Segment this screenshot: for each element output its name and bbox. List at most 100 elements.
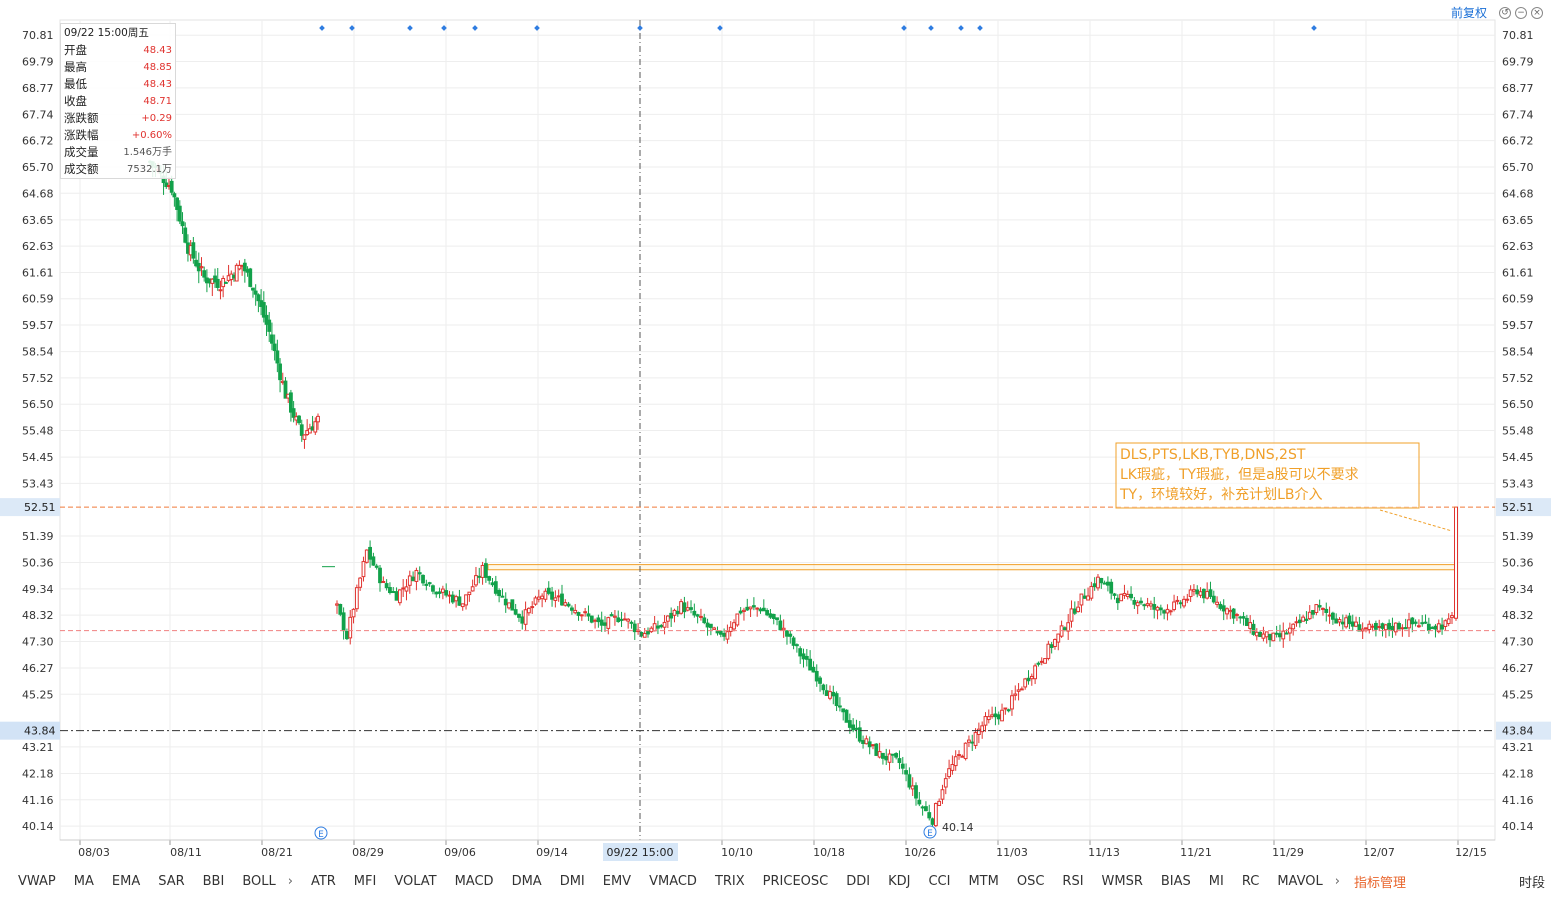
y-tick-label-left: 51.39: [22, 530, 54, 543]
close-icon[interactable]: ×: [1531, 6, 1543, 19]
candle-body: [937, 800, 942, 806]
candle-body: [1069, 608, 1074, 622]
candle-body: [1099, 577, 1104, 584]
indicator-volat[interactable]: VOLAT: [394, 873, 437, 889]
candle-body: [1321, 607, 1325, 610]
candle-body: [1192, 589, 1196, 592]
candle-body: [986, 716, 991, 721]
candle-body: [1354, 621, 1358, 627]
candle-body: [705, 622, 710, 628]
indicator-manage-button[interactable]: 指标管理: [1353, 875, 1406, 891]
candle-body: [1036, 662, 1041, 665]
earnings-event-icon[interactable]: [314, 826, 328, 840]
x-tick-label: 10/18: [813, 846, 845, 859]
candle-body: [672, 609, 677, 616]
candle-body: [267, 319, 272, 332]
candle-body: [718, 630, 723, 635]
indicator-ema[interactable]: EMA: [111, 873, 141, 889]
indicator-bias[interactable]: BIAS: [1160, 873, 1191, 889]
chevron-right-icon[interactable]: ›: [1334, 873, 1340, 889]
x-tick-label: 09/06: [444, 846, 476, 859]
ohlc-row-change-pct: 涨跌幅 +0.60%: [64, 127, 172, 144]
ohlc-row-low: 最低 48.43: [64, 76, 172, 93]
candle-body: [927, 812, 932, 819]
indicator-macd[interactable]: MACD: [454, 873, 494, 889]
indicator-mi[interactable]: MI: [1208, 873, 1224, 889]
candle-body: [874, 743, 879, 756]
indicator-dmi[interactable]: DMI: [559, 873, 585, 889]
indicator-boll[interactable]: BOLL: [242, 873, 276, 889]
indicator-priceosc[interactable]: PRICEOSC: [762, 873, 829, 889]
adjust-mode-button[interactable]: 前复权: [1450, 6, 1487, 20]
candle-body-last: [1454, 506, 1458, 619]
indicator-vmacd[interactable]: VMACD: [649, 873, 697, 889]
candle-body: [973, 732, 978, 746]
indicator-atr[interactable]: ATR: [310, 873, 336, 889]
indicator-wmsr[interactable]: WMSR: [1101, 873, 1143, 889]
indicator-trix[interactable]: TRIX: [714, 873, 745, 889]
candle-body: [348, 616, 353, 639]
candle-body: [1380, 623, 1385, 629]
candle-body: [1218, 603, 1223, 609]
indicator-emv[interactable]: EMV: [602, 873, 632, 889]
candle-body: [248, 268, 253, 287]
indicator-ma[interactable]: MA: [73, 873, 94, 889]
indicator-sar[interactable]: SAR: [158, 873, 185, 889]
candle-body: [1145, 603, 1150, 606]
y-tick-label-right: 60.59: [1502, 293, 1534, 306]
candle-body: [384, 583, 389, 589]
chevron-right-icon[interactable]: ›: [287, 873, 293, 889]
earnings-event-icon[interactable]: [923, 825, 937, 839]
indicator-rc[interactable]: RC: [1241, 873, 1260, 889]
candle-body: [299, 424, 304, 436]
candles: [148, 159, 1458, 830]
y-tick-label-left: 45.25: [22, 688, 54, 701]
candle-body: [307, 428, 312, 434]
candle-body: [990, 714, 995, 717]
candle-body: [526, 607, 531, 614]
candle-body: [199, 266, 204, 269]
candle-body: [566, 603, 571, 607]
x-tick-label: 12/15: [1455, 846, 1487, 859]
indicator-bbi[interactable]: BBI: [202, 873, 225, 889]
indicator-mtm[interactable]: MTM: [968, 873, 999, 889]
indicator-ddi[interactable]: DDI: [846, 873, 871, 889]
candle-body: [1129, 593, 1133, 599]
candle-body: [871, 744, 875, 747]
indicator-osc[interactable]: OSC: [1016, 873, 1045, 889]
candle-body: [177, 205, 182, 222]
candle-body: [520, 616, 525, 624]
candle-body: [374, 565, 379, 568]
candle-body: [507, 602, 511, 609]
candle-body: [1039, 660, 1044, 663]
candle-body: [1430, 627, 1435, 630]
indicator-mavol[interactable]: MAVOL: [1277, 873, 1323, 889]
indicator-cci[interactable]: CCI: [928, 873, 951, 889]
indicator-rsi[interactable]: RSI: [1062, 873, 1084, 889]
candle-body: [1152, 604, 1157, 610]
candle-body: [1291, 623, 1296, 630]
indicator-mfi[interactable]: MFI: [353, 873, 377, 889]
candle-body: [1155, 606, 1160, 611]
candle-body: [371, 556, 376, 566]
restore-icon[interactable]: ↺: [1499, 6, 1511, 19]
ohlc-label: 收盘: [64, 94, 87, 108]
candle-body: [394, 591, 399, 601]
candle-body: [434, 591, 439, 595]
candle-body: [540, 595, 545, 600]
indicator-vwap[interactable]: VWAP: [18, 873, 56, 889]
minus-icon[interactable]: −: [1515, 6, 1527, 19]
candle-body: [289, 392, 293, 413]
indicator-kdj[interactable]: KDJ: [888, 873, 911, 889]
time-range-button[interactable]: 时段: [1518, 875, 1545, 891]
indicator-dma[interactable]: DMA: [511, 873, 542, 889]
candle-body: [854, 727, 859, 730]
y-tick-label-right: 56.50: [1502, 398, 1534, 411]
crosshair-date-label: 09/22 15:00: [607, 846, 674, 859]
candle-body: [1205, 591, 1210, 599]
candle-body: [313, 421, 318, 433]
y-tick-label-left: 65.70: [22, 161, 54, 174]
candle-body: [302, 434, 307, 440]
